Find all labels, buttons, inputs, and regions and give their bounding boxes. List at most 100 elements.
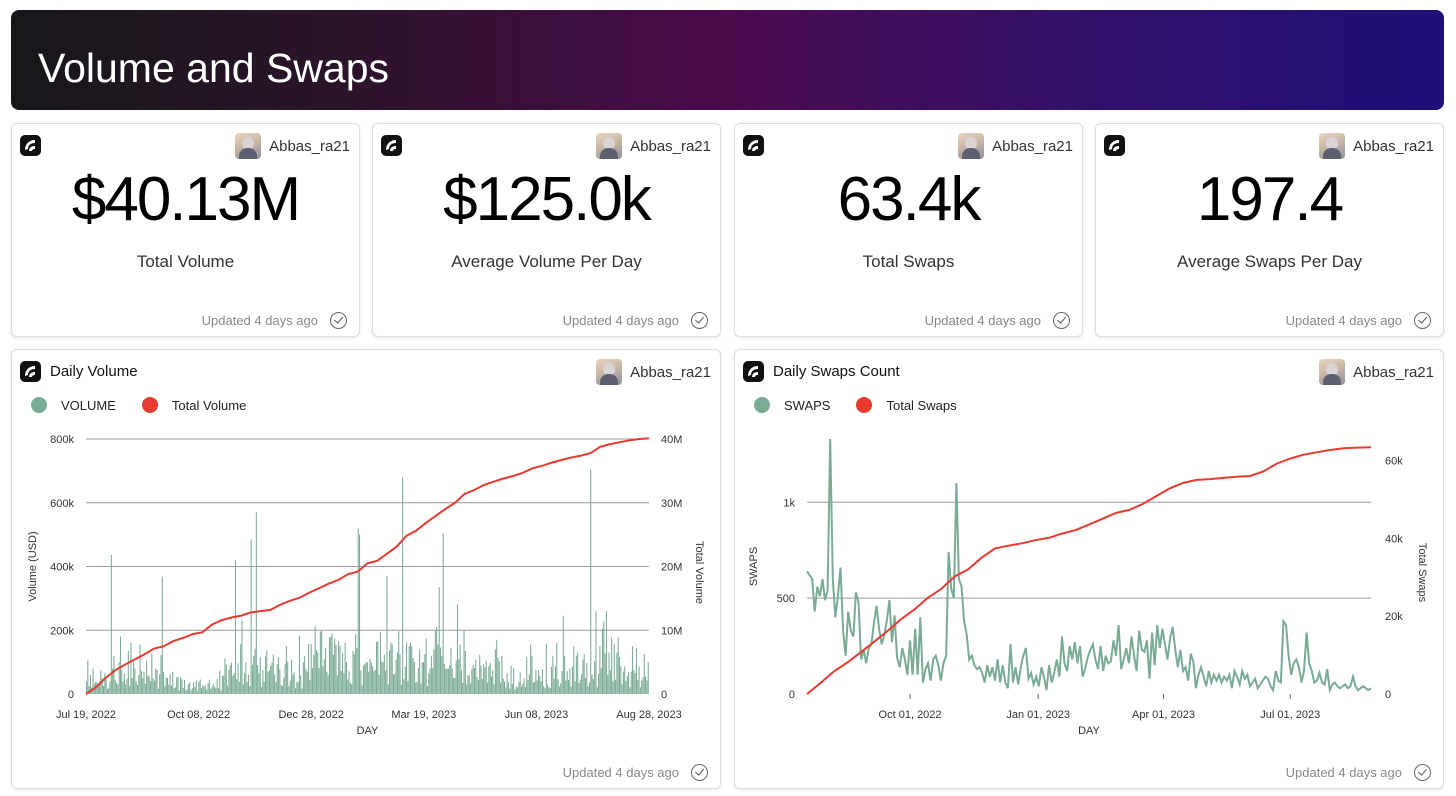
volume-bar — [391, 644, 393, 694]
check-circle-icon[interactable] — [330, 312, 347, 329]
author-name[interactable]: Abbas_ra21 — [630, 363, 711, 381]
total-swaps-line — [806, 446, 1372, 695]
volume-bar — [552, 655, 554, 694]
volume-bar — [214, 686, 216, 694]
volume-bar — [351, 684, 353, 694]
check-circle-icon[interactable] — [1053, 312, 1070, 329]
volume-bar — [342, 653, 344, 694]
volume-bar — [437, 644, 439, 694]
author-name[interactable]: Abbas_ra21 — [1353, 363, 1434, 381]
volume-bar — [99, 681, 101, 694]
volume-bar — [592, 679, 594, 694]
volume-bar — [638, 666, 640, 694]
volume-bar — [560, 683, 562, 694]
volume-bar — [311, 668, 314, 694]
volume-bar — [404, 666, 406, 694]
author-name[interactable]: Abbas_ra21 — [992, 137, 1073, 155]
metric-value: 197.4 — [1196, 165, 1344, 234]
volume-bar — [159, 673, 161, 694]
user-avatar[interactable] — [1319, 359, 1346, 385]
check-circle-icon[interactable] — [1414, 312, 1431, 329]
check-circle-icon[interactable] — [691, 764, 708, 781]
flipside-logo-icon[interactable] — [20, 361, 41, 382]
legend-item-total-swaps[interactable]: Total Swaps — [856, 397, 957, 413]
volume-bar — [386, 576, 388, 694]
flipside-logo-icon[interactable] — [20, 135, 41, 156]
volume-bar — [601, 628, 604, 694]
volume-bar — [163, 672, 165, 694]
x-tick-label: Jul 01, 2023 — [1260, 709, 1320, 721]
volume-bar — [369, 658, 371, 694]
volume-bar — [331, 633, 333, 694]
daily-volume-chart[interactable]: 0 200k 400k 600k 800k 0 10M 20M 30M 40M Jul 19, 20… — [12, 350, 722, 790]
user-avatar[interactable] — [958, 133, 985, 159]
volume-bar — [261, 686, 263, 694]
volume-bar — [379, 631, 381, 694]
volume-bar — [402, 477, 404, 694]
author-name[interactable]: Abbas_ra21 — [269, 137, 350, 155]
author-badge[interactable]: Abbas_ra21 — [958, 133, 1073, 159]
author-badge[interactable]: Abbas_ra21 — [1319, 133, 1434, 159]
volume-bar — [406, 642, 408, 694]
volume-bar — [105, 679, 107, 694]
volume-bar — [492, 670, 494, 694]
author-badge[interactable]: Abbas_ra21 — [596, 359, 711, 385]
volume-bar — [227, 685, 229, 694]
volume-bar — [450, 647, 452, 694]
volume-bar — [497, 657, 499, 694]
volume-bar — [267, 672, 269, 694]
volume-bar — [531, 655, 533, 694]
user-avatar[interactable] — [596, 359, 623, 385]
volume-bar — [176, 677, 178, 694]
updated-text: Updated 4 days ago — [1285, 313, 1402, 328]
author-badge[interactable]: Abbas_ra21 — [1319, 359, 1434, 385]
volume-bar — [365, 662, 367, 694]
volume-bar — [501, 655, 503, 694]
volume-bar — [420, 683, 422, 694]
legend-label: Total Swaps — [886, 397, 957, 413]
volume-bar — [387, 684, 389, 694]
volume-bar — [599, 646, 601, 694]
updated-status: Updated 4 days ago — [925, 312, 1070, 329]
flipside-logo-icon[interactable] — [1104, 135, 1125, 156]
daily-swaps-chart[interactable]: 0 500 1k 0 20k 40k 60k Oct 01, 2022 Jan 01, 2023… — [735, 350, 1445, 790]
volume-bar — [596, 687, 598, 694]
user-avatar[interactable] — [1319, 133, 1346, 159]
volume-bar — [618, 657, 621, 694]
legend-item-swaps[interactable]: SWAPS — [754, 397, 830, 413]
legend-item-volume[interactable]: VOLUME — [31, 397, 116, 413]
author-badge[interactable]: Abbas_ra21 — [235, 133, 350, 159]
author-badge[interactable]: Abbas_ra21 — [596, 133, 711, 159]
flipside-logo-icon[interactable] — [743, 361, 764, 382]
metric-card-average-swaps: Abbas_ra21 197.4 Average Swaps Per Day U… — [1095, 123, 1444, 337]
author-name[interactable]: Abbas_ra21 — [1353, 137, 1434, 155]
volume-bar — [87, 660, 89, 694]
volume-bar — [641, 680, 643, 694]
check-circle-icon[interactable] — [691, 312, 708, 329]
user-avatar[interactable] — [596, 133, 623, 159]
author-name[interactable]: Abbas_ra21 — [630, 137, 711, 155]
volume-bar — [642, 677, 644, 694]
volume-bar — [616, 652, 618, 694]
volume-bar — [119, 636, 122, 694]
volume-bar — [296, 681, 298, 694]
volume-bar — [394, 673, 396, 694]
legend-label: SWAPS — [784, 397, 831, 413]
volume-bar — [327, 675, 329, 694]
volume-bar — [117, 684, 119, 694]
volume-bar — [421, 662, 423, 694]
volume-bar — [143, 671, 145, 694]
legend-item-total-volume[interactable]: Total Volume — [141, 397, 246, 413]
volume-bar — [630, 671, 632, 694]
check-circle-icon[interactable] — [1414, 764, 1431, 781]
volume-bar — [189, 682, 191, 694]
volume-bar — [334, 638, 336, 694]
volume-bar — [609, 670, 611, 694]
volume-bar — [553, 678, 555, 694]
user-avatar[interactable] — [235, 133, 262, 159]
volume-bar — [527, 679, 529, 694]
volume-bar — [164, 686, 166, 694]
volume-bar — [106, 689, 108, 694]
flipside-logo-icon[interactable] — [381, 135, 402, 156]
flipside-logo-icon[interactable] — [743, 135, 764, 156]
